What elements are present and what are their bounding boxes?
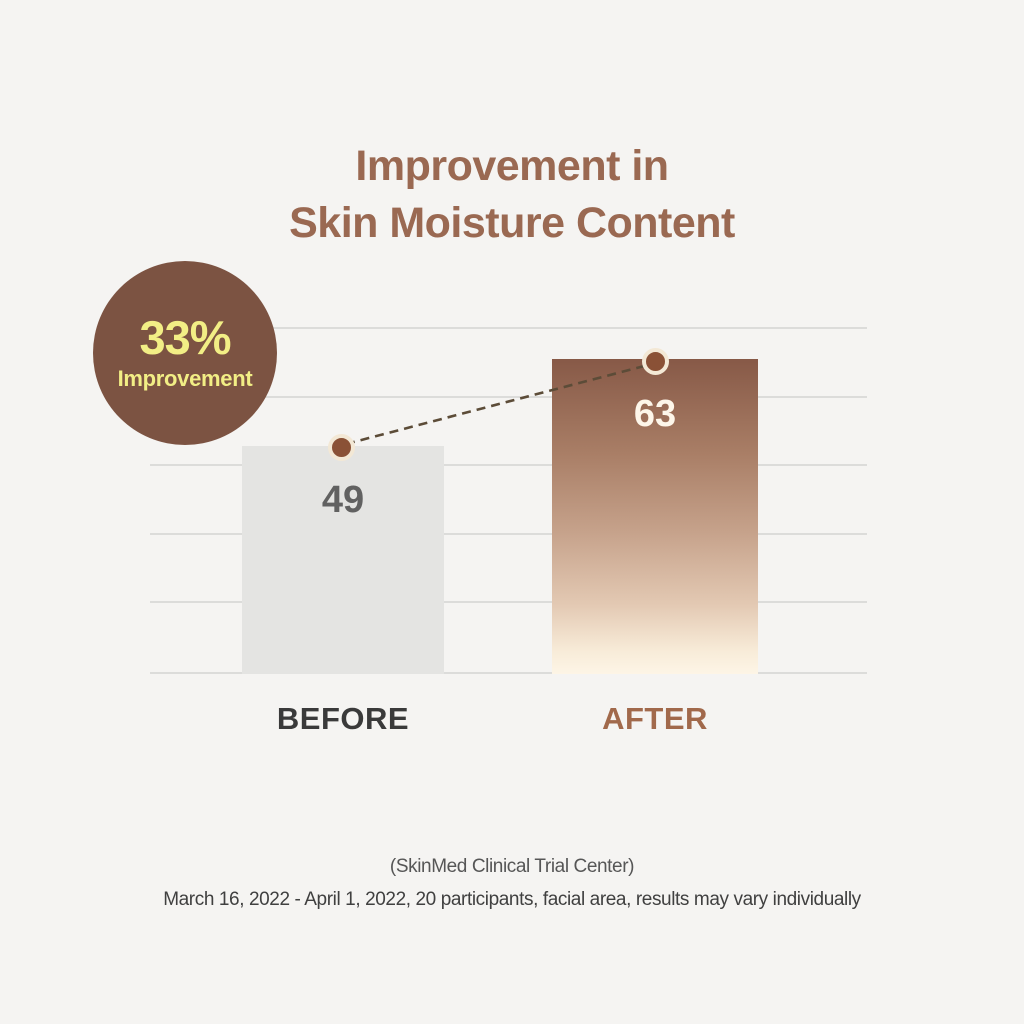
bar-before: [242, 446, 444, 674]
footer-source-note: (SkinMed Clinical Trial Center): [389, 856, 635, 877]
value-label-before: 49: [321, 479, 365, 521]
page-title-line2: Skin Moisture Content: [289, 198, 735, 247]
improvement-badge-percent: 33%: [139, 311, 231, 364]
improvement-badge: 33% Improvement: [93, 261, 277, 445]
data-point-dot-after: [642, 348, 669, 375]
data-point-dot-before: [328, 434, 355, 461]
page-title: Improvement in Skin Moisture Content: [0, 138, 1024, 252]
gridline: [150, 464, 867, 466]
gridline-baseline: [150, 672, 867, 674]
footer-methodology-note: March 16, 2022 - April 1, 2022, 20 parti…: [163, 889, 861, 910]
gridline: [150, 601, 867, 603]
value-label-after: 63: [633, 393, 677, 435]
improvement-badge-label: Improvement: [117, 366, 253, 391]
category-label-before: BEFORE: [276, 701, 410, 736]
gridline: [150, 533, 867, 535]
page-title-line1: Improvement in: [355, 142, 669, 190]
category-label-after: AFTER: [602, 701, 708, 736]
gridline: [150, 327, 867, 329]
